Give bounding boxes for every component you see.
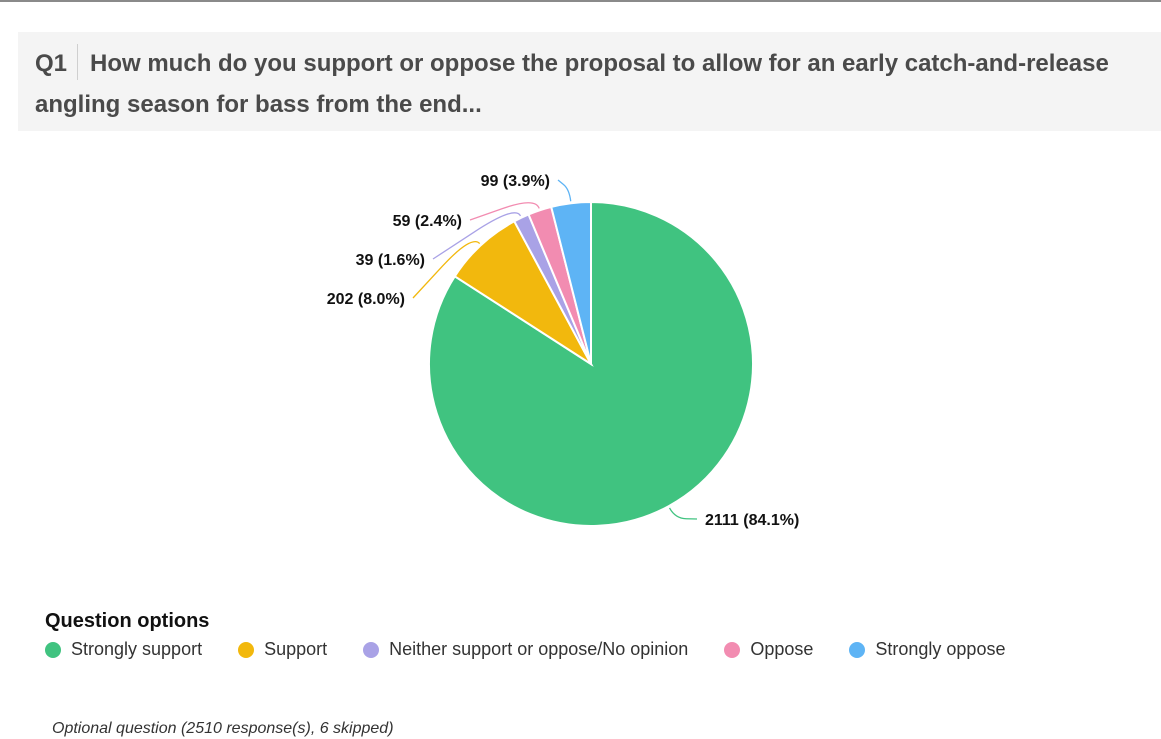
legend: Question options Strongly support Support… <box>45 610 1145 660</box>
data-label: 202 (8.0%) <box>327 291 405 308</box>
legend-swatch <box>849 641 866 658</box>
legend-swatch <box>724 641 741 658</box>
question-header: Q1 How much do you support or oppose the … <box>18 32 1161 131</box>
legend-item[interactable]: Strongly oppose <box>849 639 1005 660</box>
question-title: Q1 How much do you support or oppose the … <box>35 43 1147 125</box>
leader-line <box>412 241 481 299</box>
legend-swatch <box>238 641 255 658</box>
data-label: 2111 (84.1%) <box>705 512 799 529</box>
response-count-note: Optional question (2510 response(s), 6 s… <box>52 720 394 737</box>
legend-label: Strongly oppose <box>875 639 1006 659</box>
legend-items: Strongly support Support Neither support o… <box>45 639 1145 660</box>
leader-line <box>668 507 698 520</box>
data-label: 39 (1.6%) <box>356 252 425 269</box>
legend-item[interactable]: Neither support or oppose/No opinion <box>363 639 688 660</box>
pie-slice[interactable] <box>550 200 592 365</box>
pie-data-labels: 2111 (84.1%) 202 (8.0%) 39 (1.6%) 59 (2.4%)… <box>327 173 800 529</box>
pie-chart: 2111 (84.1%) 202 (8.0%) 39 (1.6%) 59 (2.4%)… <box>327 173 800 529</box>
question-text: How much do you support or oppose the pr… <box>35 50 1109 118</box>
legend-label: Support <box>264 639 328 659</box>
legend-label: Oppose <box>750 639 814 659</box>
legend-title: Question options <box>45 610 210 632</box>
data-label: 59 (2.4%) <box>393 213 462 230</box>
data-label: 99 (3.9%) <box>481 173 550 190</box>
pie-leader-lines <box>412 179 698 520</box>
legend-swatch <box>363 641 380 658</box>
question-separator <box>77 43 79 80</box>
legend-item[interactable]: Oppose <box>724 639 813 660</box>
legend-item[interactable]: Strongly support <box>45 639 202 660</box>
legend-swatch <box>45 641 61 658</box>
leader-line <box>432 212 522 260</box>
question-number: Q1 <box>35 50 68 77</box>
legend-label: Neither support or oppose/No opinion <box>389 639 689 659</box>
pie-slices <box>428 200 754 527</box>
top-divider <box>0 0 1161 2</box>
leader-line <box>557 179 572 202</box>
legend-label: Strongly support <box>71 639 203 659</box>
legend-item[interactable]: Support <box>238 639 327 660</box>
leader-line <box>469 202 540 221</box>
